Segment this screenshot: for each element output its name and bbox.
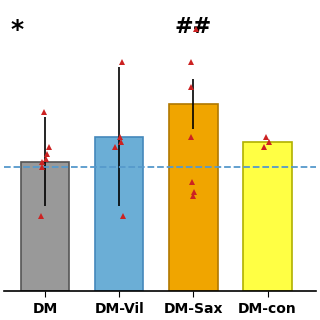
Bar	[21, 162, 69, 292]
Bar	[95, 137, 143, 292]
Bar	[169, 104, 218, 292]
Text: *: *	[10, 18, 23, 42]
Bar	[244, 141, 292, 292]
Text: ##: ##	[175, 17, 212, 36]
